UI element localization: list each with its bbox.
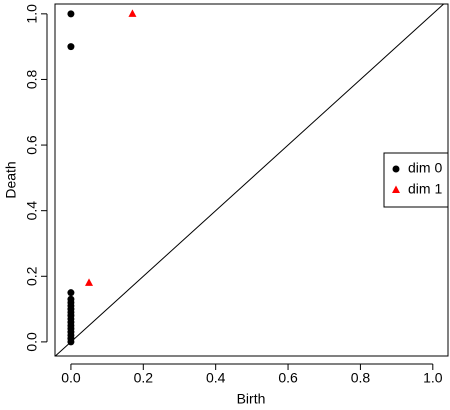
point — [67, 10, 75, 18]
legend-marker — [392, 185, 400, 193]
point — [67, 295, 75, 303]
legend-label: dim 0 — [408, 160, 442, 176]
legend-label: dim 1 — [408, 181, 442, 197]
x-axis-label: Birth — [237, 391, 266, 407]
legend-marker — [392, 165, 400, 173]
legend-box — [383, 152, 449, 208]
y-tick-label: 0.0 — [24, 332, 40, 352]
x-tick-label: 0.2 — [134, 370, 154, 386]
point — [67, 43, 75, 51]
y-tick-label: 0.4 — [24, 201, 40, 221]
y-tick-label: 0.2 — [24, 266, 40, 286]
point — [128, 9, 137, 17]
point — [85, 278, 94, 286]
legend: dim 0 dim 1 — [383, 152, 449, 208]
x-tick-label: 0.0 — [61, 370, 81, 386]
y-tick-label: 0.8 — [24, 70, 40, 90]
x-tick-label: 0.6 — [278, 370, 298, 386]
y-tick-label: 0.6 — [24, 135, 40, 155]
x-tick-label: 1.0 — [423, 370, 443, 386]
y-tick-label: 1.0 — [24, 4, 40, 24]
point — [67, 289, 75, 297]
x-tick-label: 0.8 — [351, 370, 371, 386]
y-axis-label: Death — [3, 161, 19, 198]
diagonal — [55, 3, 444, 357]
x-tick-label: 0.4 — [206, 370, 226, 386]
